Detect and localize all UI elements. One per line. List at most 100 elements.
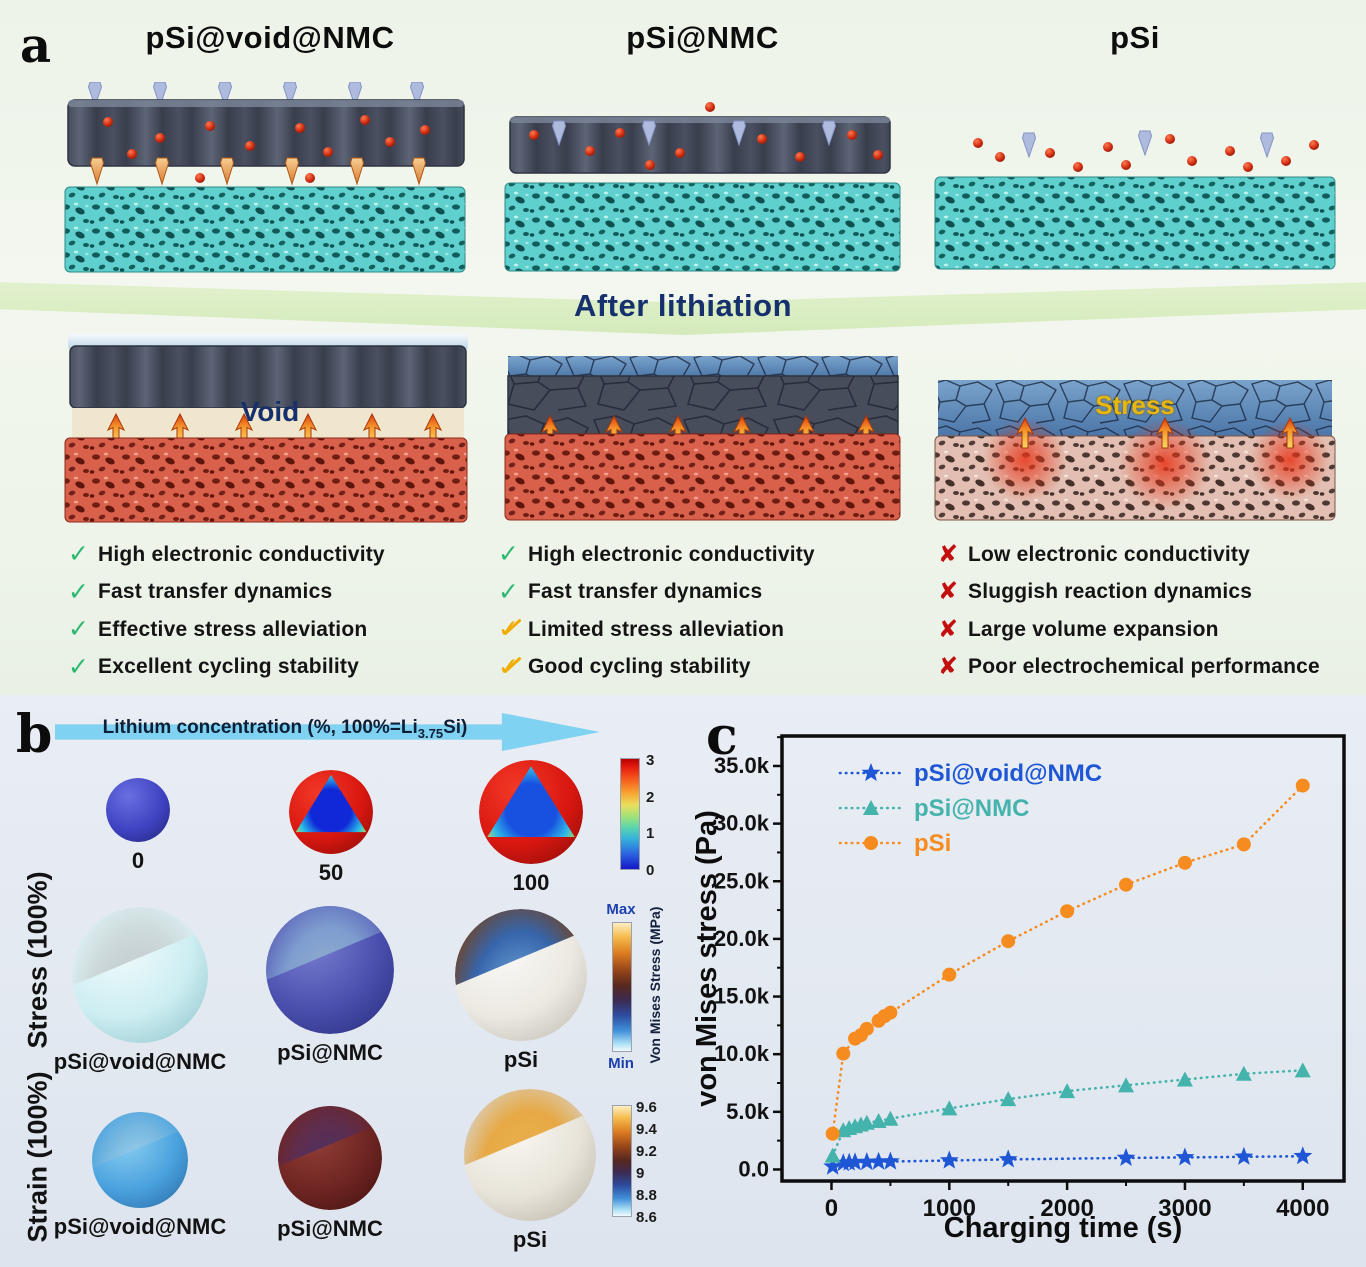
x-tick-label: 3000 (1158, 1195, 1211, 1222)
data-point-circle (836, 1046, 851, 1061)
feature-list-psi: ✘ Low electronic conductivity ✘ Sluggish re… (938, 536, 1366, 686)
data-point-circle (1295, 778, 1310, 793)
feature-text: Limited stress alleviation (528, 617, 785, 641)
feature-list-psi-nmc: ✓ High electronic conductivity ✓ Fast trans… (498, 536, 928, 686)
data-point-circle (1236, 837, 1251, 852)
plot-box (780, 734, 1346, 1183)
x-tick-label: 4000 (1276, 1195, 1329, 1222)
panel-bc: b Lithium concentration (%, 100%=Li3.75S… (0, 695, 1366, 1267)
check-icon: ✓ (68, 615, 89, 644)
y-axis-label: von Mises stress (Pa) (691, 810, 723, 1107)
data-point-star (998, 1149, 1018, 1168)
feature-text: High electronic conductivity (528, 542, 815, 566)
concentration-sphere (289, 770, 373, 854)
feature-row: ✓ High electronic conductivity (498, 536, 928, 574)
data-point-star (1175, 1147, 1195, 1166)
panel-a-label: a (20, 18, 52, 74)
stress-sphere-label: pSi@void@NMC (53, 1049, 227, 1074)
feature-list-psi-void-nmc: ✓ High electronic conductivity ✓ Fast trans… (68, 536, 498, 686)
data-point-triangle (858, 1114, 875, 1130)
data-point-circle (883, 1005, 898, 1020)
y-tick-label: 35.0k (714, 753, 770, 778)
strain-sphere (278, 1106, 382, 1210)
data-point-triangle (1176, 1071, 1193, 1087)
feature-row: ✓ Limited stress alleviation (498, 611, 928, 649)
data-point-triangle (1235, 1065, 1252, 1081)
data-point-triangle (1118, 1077, 1135, 1093)
feature-text: Fast transfer dynamics (528, 580, 763, 604)
illustration-psi-nmc-after (500, 352, 905, 524)
psi-foam (64, 186, 466, 273)
feature-row: ✓ Excellent cycling stability (68, 649, 498, 687)
stress-vs-time-chart: 0 1000 2000 3000 4000 0.0 5.0k 10.0k 15.0k 20.0k 2… (690, 695, 1366, 1267)
series-line-pSi@void@NMC (831, 1154, 1305, 1168)
lithium-concentration-label: Lithium concentration (%, 100%=Li3.75Si) (70, 717, 500, 741)
data-point-circle (825, 1126, 840, 1141)
column-title-psi: pSi (1110, 20, 1160, 55)
legend-label-pSi@void@NMC: pSi@void@NMC (914, 760, 1102, 787)
strain-row-label: Strain (100%) (22, 1071, 53, 1243)
data-point-circle (1060, 904, 1075, 919)
x-tick-label: 0 (825, 1195, 838, 1222)
stress-sphere (72, 907, 208, 1043)
panel-c-label: c (706, 706, 738, 767)
data-point-triangle (1000, 1091, 1017, 1107)
feature-row: ✓ High electronic conductivity (68, 536, 498, 574)
legend-label-pSi: pSi (914, 830, 951, 857)
data-point-star (845, 1152, 865, 1171)
concentration-colorbar-tick: 1 (646, 825, 655, 842)
psi-foam (934, 176, 1336, 270)
stress-sphere-label: pSi (503, 1047, 539, 1072)
y-tick-label: 20.0k (714, 926, 770, 951)
check-icon: ✓ (498, 577, 519, 606)
chart-svg: 0 1000 2000 3000 4000 0.0 5.0k 10.0k 15.0k 20.0k 2… (691, 734, 1346, 1244)
stress-colorbar (612, 922, 632, 1052)
y-tick-label: 10.0k (714, 1041, 770, 1066)
y-tick-label: 0.0 (738, 1156, 769, 1181)
strain-colorbar-tick: 9.6 (636, 1099, 657, 1116)
li-ion-arrows-down (1022, 130, 1274, 158)
feature-row: ✓ Good cycling stability (498, 649, 928, 687)
feature-text: Sluggish reaction dynamics (968, 580, 1253, 604)
psi-foam (504, 182, 901, 272)
concentration-colorbar (620, 758, 640, 870)
strain-sphere-label: pSi@NMC (277, 1216, 383, 1241)
check-cross-icon: ✓ (498, 617, 528, 642)
concentration-sphere (106, 778, 170, 842)
stress-colorbar-min: Min (608, 1055, 634, 1072)
data-point-triangle (863, 800, 879, 815)
after-lithiation-text: After lithiation (573, 288, 793, 323)
data-point-circle (864, 836, 878, 850)
data-point-star (939, 1150, 959, 1169)
illustration-psi-nmc-before (500, 95, 905, 277)
data-point-triangle (882, 1110, 899, 1126)
lithiated-foam (64, 437, 468, 523)
data-point-star (823, 1156, 843, 1175)
illustration-psi-void-nmc-before (60, 82, 480, 277)
column-title-psi-void-nmc: pSi@void@NMC (145, 20, 395, 55)
cross-icon: ✘ (938, 615, 959, 643)
check-icon: ✓ (68, 652, 89, 681)
feature-text: Fast transfer dynamics (98, 580, 333, 604)
feature-text: Excellent cycling stability (98, 655, 359, 679)
arrow-label-prefix: Lithium concentration (%, 100%=Li (102, 717, 418, 738)
feature-row: ✓ Effective stress alleviation (68, 611, 498, 649)
data-point-circle (1177, 855, 1192, 870)
stress-colorbar-max: Max (606, 901, 636, 918)
concentration-colorbar-tick: 3 (646, 752, 655, 769)
data-point-star (869, 1151, 889, 1170)
feature-row: ✘ Low electronic conductivity (938, 536, 1366, 574)
y-tick-label: 15.0k (714, 984, 770, 1009)
illustration-psi-after (930, 378, 1340, 525)
concentration-colorbar-tick: 0 (646, 861, 655, 879)
strain-colorbar-tick: 9.4 (636, 1121, 657, 1138)
concentration-colorbar-tick: 2 (646, 788, 655, 806)
concentration-sphere (479, 760, 583, 864)
data-point-star (1116, 1147, 1136, 1166)
x-axis-label: Charging time (s) (944, 1212, 1182, 1244)
y-tick-label: 30.0k (714, 811, 770, 836)
data-point-triangle (941, 1100, 958, 1116)
feature-row: ✘ Poor electrochemical performance (938, 649, 1366, 687)
sphere-shading (106, 778, 170, 842)
feature-text: Poor electrochemical performance (968, 655, 1320, 679)
